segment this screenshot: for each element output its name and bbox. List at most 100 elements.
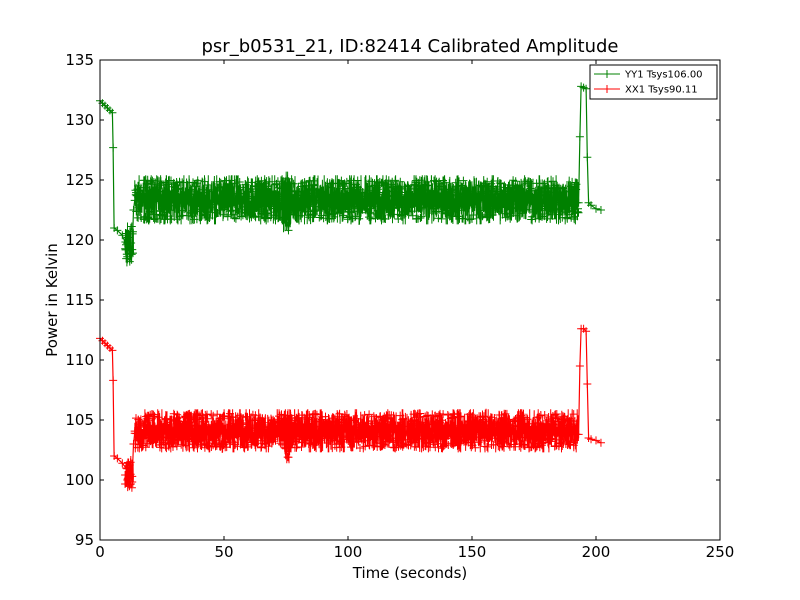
series-2-point-10 (122, 464, 131, 472)
axis-ticks: 0 50 100 150 200 250 95 100 105 110 115 120 125 130 13… (65, 51, 734, 561)
series-2-point-32 (443, 426, 452, 435)
series-1-point-27 (286, 197, 295, 206)
series-2-point-34 (492, 428, 501, 436)
series-2-point-33 (468, 428, 476, 436)
series-1-point-13 (128, 245, 137, 254)
series-1-point-12 (125, 257, 134, 266)
series-1-point-14 (129, 206, 138, 214)
x-tick-label: 100 (334, 543, 363, 561)
series-2-point-36 (542, 428, 551, 436)
series-2-point-37 (567, 429, 576, 438)
series-1-point-16 (138, 197, 147, 206)
series-2-point-19 (220, 428, 228, 436)
series-2-point-12 (125, 480, 134, 489)
series-2-point-16 (145, 428, 154, 436)
series-1-point-39 (567, 196, 576, 205)
x-tick-label: 150 (458, 543, 487, 561)
series-1-point-47 (587, 201, 596, 210)
series-2-point-25 (286, 429, 295, 438)
series-2-point-47 (596, 438, 605, 447)
series-2-point-46 (592, 436, 600, 445)
series-2-band-markers (130, 409, 581, 453)
x-tick-label: 0 (95, 543, 105, 561)
legend-marker (603, 85, 611, 93)
series-1-point-23 (269, 196, 278, 205)
series-2-point-45 (587, 435, 596, 444)
y-tick-label: 120 (65, 231, 94, 249)
series-1-point-18 (158, 197, 166, 206)
series-1-point-8 (113, 226, 122, 235)
y-tick-label: 130 (65, 111, 94, 129)
series-1-point-48 (592, 204, 600, 213)
series-1-point-25 (282, 212, 290, 220)
series-1-point-40 (574, 198, 583, 207)
series-1-point-44 (582, 84, 591, 93)
series-1-point-15 (130, 196, 139, 205)
series-1-line (99, 85, 602, 264)
series-1-point-35 (468, 194, 476, 202)
series-1-point-20 (195, 197, 204, 206)
series-2-point-31 (418, 428, 427, 436)
series-2-point-14 (129, 440, 138, 448)
series-1-point-9 (118, 231, 127, 240)
series-1-point-11 (123, 252, 132, 261)
y-tick-label: 125 (65, 171, 94, 189)
series-2-point-8 (113, 454, 122, 463)
series-1-point-5 (108, 108, 117, 117)
series-1 (96, 82, 605, 267)
plot-area (96, 82, 605, 492)
series-1-point-49 (596, 206, 605, 214)
x-tick-label: 250 (706, 543, 735, 561)
y-tick-label: 100 (65, 471, 94, 489)
series-1-point-33 (418, 196, 427, 205)
series-1-point-31 (368, 195, 377, 204)
series-1-point-38 (542, 195, 551, 204)
series-1-point-45 (583, 153, 592, 162)
y-tick-label: 105 (65, 411, 94, 429)
series-1-point-41 (575, 132, 584, 141)
series-2-point-15 (130, 429, 139, 438)
series-2-point-38 (574, 430, 583, 439)
series-2-point-24 (284, 453, 293, 462)
chart-title: psr_b0531_21, ID:82414 Calibrated Amplit… (202, 36, 619, 57)
series-2-point-29 (368, 426, 377, 435)
series-2-point-5 (108, 346, 117, 355)
y-tick-label: 95 (75, 531, 94, 549)
series-2-point-27 (319, 429, 328, 438)
series-2-point-18 (195, 428, 204, 436)
x-axis-label: Time (seconds) (352, 564, 468, 582)
series-2-point-22 (279, 425, 288, 434)
series-1-point-22 (244, 197, 253, 206)
series-1-point-34 (443, 195, 452, 204)
series-1-point-29 (319, 196, 328, 205)
series-2 (96, 324, 605, 492)
series-2-point-20 (244, 429, 253, 438)
y-tick-label: 110 (65, 351, 94, 369)
series-1-point-21 (220, 196, 228, 205)
y-tick-label: 115 (65, 291, 94, 309)
x-tick-label: 50 (214, 543, 233, 561)
series-1-point-10 (122, 240, 131, 249)
legend-entry: XX1 Tsys90.11 (625, 85, 698, 96)
x-tick-label: 200 (582, 543, 611, 561)
series-2-point-6 (109, 376, 118, 385)
series-2-point-42 (582, 327, 591, 336)
series-2-point-43 (583, 380, 592, 388)
series-1-point-28 (294, 197, 303, 206)
series-1-point-37 (517, 197, 526, 206)
legend: YY1 Tsys106.00 XX1 Tsys90.11 (589, 64, 718, 100)
series-2-point-30 (393, 428, 402, 436)
series-1-point-32 (393, 196, 402, 205)
series-1-band-markers (131, 176, 583, 224)
series-2-point-9 (118, 459, 127, 468)
series-1-point-36 (492, 196, 501, 205)
legend-entry: YY1 Tsys106.00 (624, 70, 703, 81)
legend-box (589, 64, 718, 100)
series-2-point-17 (170, 429, 179, 438)
series-1-point-26 (284, 226, 293, 235)
series-1-point-17 (145, 196, 154, 205)
series-2-point-28 (344, 428, 352, 436)
series-2-point-39 (575, 362, 584, 370)
